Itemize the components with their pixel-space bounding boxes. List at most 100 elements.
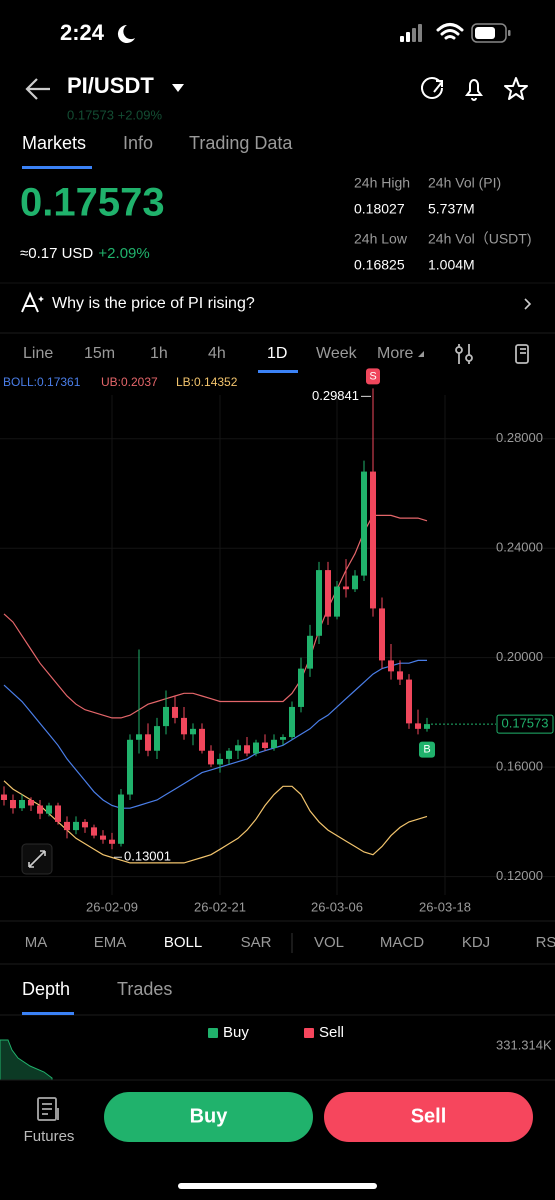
candle-body (334, 586, 340, 617)
stat-label: 24h High (354, 175, 410, 191)
tab[interactable]: Info (123, 133, 153, 153)
candle-body (253, 742, 259, 754)
usd-price: ≈0.17 USD (20, 245, 93, 262)
interval-tab[interactable]: 1h (150, 345, 168, 362)
more-triangle[interactable] (418, 351, 424, 357)
tab[interactable]: Trading Data (189, 133, 293, 153)
sell-marker-label: S (369, 370, 376, 382)
pair-name[interactable]: PI/USDT (67, 73, 154, 98)
candle-body (82, 821, 88, 828)
sell-button[interactable] (324, 1092, 533, 1142)
futures-icon[interactable] (37, 1097, 59, 1121)
y-tick-label: 0.28000 (496, 430, 543, 445)
pair-dropdown[interactable] (172, 84, 184, 92)
y-tick-label: 0.20000 (496, 649, 543, 664)
candle-body (271, 739, 277, 748)
sell-marker (366, 368, 380, 385)
interval-tab[interactable]: 4h (208, 345, 226, 362)
boll-line (3, 514, 428, 719)
panel-underline (22, 1012, 74, 1015)
battery-nub (508, 30, 511, 36)
indicator-legend: UB:0.2037 (101, 375, 158, 389)
boll-line (3, 659, 427, 809)
indicator-tab[interactable]: KDJ (462, 934, 490, 951)
expand-icon (28, 850, 46, 868)
indicator-tab[interactable]: VOL (314, 934, 344, 951)
candle-body (325, 570, 331, 617)
tab-underline (22, 166, 92, 169)
candle-body (91, 827, 97, 836)
stat-label: 24h Low (354, 231, 408, 247)
candle-body (307, 635, 313, 669)
buy-marker-label: B (423, 743, 430, 755)
x-tick-label: 26-02-09 (86, 899, 138, 914)
moon-icon (117, 24, 135, 43)
share-icon[interactable] (421, 77, 443, 99)
indicator-tab[interactable]: MACD (380, 934, 424, 951)
x-tick-label: 26-03-06 (311, 899, 363, 914)
boll-line (3, 780, 428, 864)
futures-label[interactable]: Futures (24, 1128, 75, 1145)
candle-body (172, 706, 178, 718)
candle-body (100, 835, 106, 840)
sell-label[interactable]: Sell (411, 1105, 447, 1127)
candle-body (235, 745, 241, 751)
x-tick-label: 26-03-18 (419, 899, 471, 914)
sparkle (38, 296, 44, 302)
stat-label: 24h Vol（USDT) (428, 231, 531, 247)
landscape-icon[interactable] (515, 344, 529, 364)
banner-chevron[interactable] (524, 298, 532, 310)
y-tick-label: 0.24000 (496, 540, 543, 555)
panel-tab[interactable]: Depth (22, 979, 70, 999)
candle-body (316, 570, 322, 636)
banner-text[interactable]: Why is the price of PI rising? (52, 295, 255, 312)
candle-body (10, 800, 16, 809)
indicator-tab[interactable]: EMA (94, 934, 127, 951)
y-tick-label: 0.12000 (496, 868, 543, 883)
bell-icon[interactable] (465, 79, 483, 101)
stat-value: 0.16825 (354, 257, 405, 273)
candle-body (64, 821, 70, 831)
back-button[interactable] (25, 78, 50, 100)
indicator-tab[interactable]: RS (536, 934, 555, 951)
indicator-legend: LB:0.14352 (176, 375, 238, 389)
candle-body (136, 734, 142, 740)
interval-tab[interactable]: Line (23, 345, 53, 362)
candle-body (73, 821, 79, 831)
tab[interactable]: Markets (22, 133, 86, 153)
buy-label[interactable]: Buy (190, 1105, 229, 1127)
star-icon[interactable] (504, 77, 528, 100)
interval-tab[interactable]: Week (316, 345, 358, 362)
stat-value: 0.18027 (354, 201, 405, 217)
indicator-tab[interactable]: SAR (241, 934, 272, 951)
candle-body (217, 758, 223, 765)
candle-body (145, 734, 151, 751)
indicator-tab[interactable]: MA (25, 934, 48, 951)
interval-tab[interactable]: 15m (84, 345, 115, 362)
interval-tab[interactable]: More (377, 345, 414, 362)
candle-body (199, 728, 205, 751)
indicator-legend: BOLL:0.17361 (3, 375, 81, 389)
candle-body (424, 724, 430, 729)
y-tick-label: 0.16000 (496, 759, 543, 774)
candle-body (370, 471, 376, 609)
candle-body (406, 679, 412, 724)
legend-label: Buy (223, 1024, 249, 1041)
indicator-tab[interactable]: BOLL (164, 934, 202, 951)
status-time: 2:24 (60, 20, 105, 45)
buy-button[interactable] (104, 1092, 313, 1142)
candle-body (1, 794, 7, 800)
settings-icon[interactable] (455, 344, 473, 364)
stat-value: 5.737M (428, 201, 475, 217)
candle-body (280, 737, 286, 740)
candle-body (190, 728, 196, 735)
candle-body (37, 805, 43, 814)
ticker-faded: 0.17573 +2.09% (67, 107, 162, 122)
panel-tab[interactable]: Trades (117, 979, 172, 999)
interval-tab[interactable]: 1D (267, 345, 287, 362)
candle-body (28, 800, 34, 806)
min-label: 0.13001 (124, 849, 171, 864)
